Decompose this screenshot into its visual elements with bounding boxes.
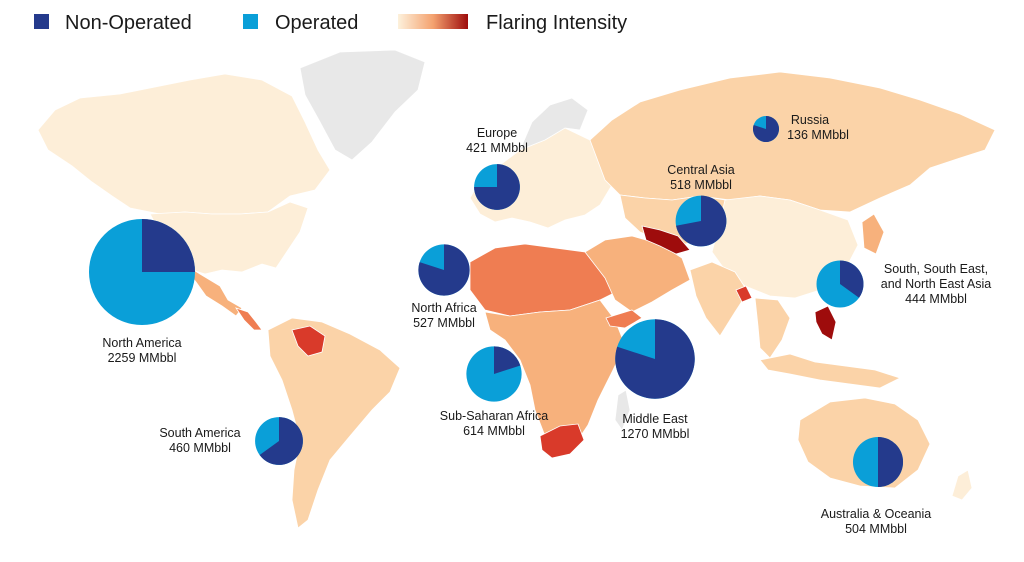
legend-label-flaring-intensity: Flaring Intensity [486, 12, 627, 34]
land-canada [37, 73, 331, 215]
pie-europe [474, 164, 520, 210]
land-south-east-asia [754, 297, 791, 359]
label-north-africa-name: North Africa [411, 301, 476, 315]
label-australia-oceania-value: 504 MMbbl [845, 522, 907, 536]
land-south-africa [539, 423, 585, 459]
land-japan [861, 213, 885, 255]
pie-slice-non-operated [676, 195, 727, 247]
land-greenland [299, 49, 426, 161]
pie-australia-oceania [852, 436, 904, 488]
land-indonesia [759, 353, 902, 389]
pie-slice-non-operated [418, 244, 470, 296]
legend-label-operated: Operated [275, 12, 358, 34]
pie-south-south-east-and-north-east-asia [816, 260, 864, 308]
land-new-zealand [951, 469, 973, 501]
region-labels: North America 2259 MMbbl South America 4… [102, 113, 991, 536]
label-north-africa-value: 527 MMbbl [413, 316, 475, 330]
land-middle-east [584, 235, 691, 313]
label-europe-value: 421 MMbbl [466, 141, 528, 155]
label-central-asia-value: 518 MMbbl [670, 178, 732, 192]
land-north-africa [469, 243, 621, 317]
pie-sub-saharan-africa [466, 346, 522, 402]
legend-swatch-operated [243, 14, 258, 29]
legend: Non-Operated Operated Flaring Intensity [34, 12, 627, 34]
land-sub-saharan-africa [484, 299, 626, 447]
land-south-america [267, 317, 401, 529]
label-asia-name-line1: South, South East, [884, 262, 988, 276]
land-india [689, 261, 749, 337]
pie-slice-non-operated [474, 164, 520, 210]
pie-south-america [255, 417, 303, 465]
land-scandinavia [519, 97, 589, 151]
pie-slice-non-operated [142, 219, 195, 272]
label-north-america-name: North America [102, 336, 181, 350]
label-south-america-name: South America [159, 426, 240, 440]
label-europe-name: Europe [477, 126, 517, 140]
label-south-america-value: 460 MMbbl [169, 441, 231, 455]
pie-slice-non-operated [840, 260, 864, 298]
land-turkmenistan [641, 225, 691, 255]
land-bangladesh [735, 285, 753, 303]
label-middle-east-value: 1270 MMbbl [621, 427, 690, 441]
land-central-america [235, 307, 263, 331]
label-asia-value: 444 MMbbl [905, 292, 967, 306]
pie-slice-non-operated [752, 115, 780, 143]
label-sub-saharan-africa-name: Sub-Saharan Africa [440, 409, 548, 423]
pie-slice-non-operated [494, 346, 521, 374]
pie-russia [752, 115, 780, 143]
land-venezuela [291, 325, 326, 357]
pie-central-asia [675, 195, 727, 247]
pie-slice-non-operated [615, 319, 695, 399]
label-central-asia-name: Central Asia [667, 163, 734, 177]
land-russia [589, 71, 996, 213]
pie-north-africa [418, 244, 470, 296]
legend-intensity-gradient [398, 14, 468, 29]
legend-label-non-operated: Non-Operated [65, 12, 192, 34]
land-madagascar [614, 389, 631, 431]
label-australia-oceania-name: Australia & Oceania [821, 507, 932, 521]
label-asia-name-line2: and North East Asia [881, 277, 992, 291]
pie-middle-east [615, 319, 695, 399]
pie-north-america [89, 219, 195, 325]
label-russia-value: 136 MMbbl [787, 128, 849, 142]
land-yemen [605, 309, 643, 329]
label-russia-name: Russia [791, 113, 829, 127]
label-north-america-value: 2259 MMbbl [108, 351, 177, 365]
legend-swatch-non-operated [34, 14, 49, 29]
label-middle-east-name: Middle East [622, 412, 688, 426]
pie-slice-non-operated [878, 436, 904, 488]
pie-slice-non-operated [259, 417, 303, 465]
land-philippines [814, 305, 837, 341]
label-sub-saharan-africa-value: 614 MMbbl [463, 424, 525, 438]
region-pies [89, 115, 904, 488]
